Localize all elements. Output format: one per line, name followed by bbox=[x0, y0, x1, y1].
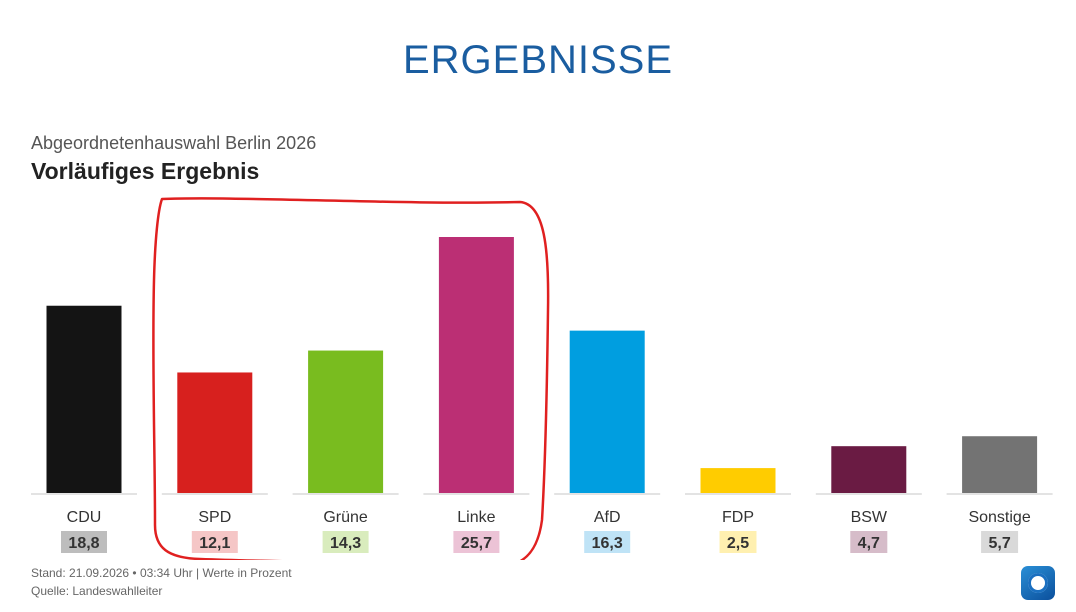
baseline-segment bbox=[161, 493, 268, 495]
bar-afd bbox=[569, 330, 645, 493]
value-label: 4,7 bbox=[858, 535, 880, 552]
baseline-segment bbox=[946, 493, 1053, 495]
bar-linke bbox=[438, 237, 514, 493]
value-label-bg bbox=[453, 531, 500, 553]
category-label: AfD bbox=[594, 509, 621, 526]
category-label: Grüne bbox=[323, 509, 368, 526]
value-label-bg bbox=[61, 531, 107, 553]
value-label: 25,7 bbox=[461, 535, 492, 552]
value-label: 18,8 bbox=[68, 535, 99, 552]
category-label: BSW bbox=[851, 509, 888, 526]
value-label-bg bbox=[981, 531, 1019, 553]
chart-subtitle: Abgeordnetenhauswahl Berlin 2026 bbox=[31, 133, 317, 153]
value-label: 2,5 bbox=[727, 535, 749, 552]
value-label-bg bbox=[850, 531, 888, 553]
value-label-bg bbox=[719, 531, 757, 553]
annotation-outline bbox=[152, 197, 550, 560]
category-label: Sonstige bbox=[968, 509, 1030, 526]
baseline-segment bbox=[554, 493, 661, 495]
bar-fdp bbox=[700, 468, 776, 493]
tagesschau-logo-icon bbox=[1021, 566, 1055, 600]
bar-bsw bbox=[831, 446, 907, 493]
stand-note: Stand: 21.09.2026 • 03:34 Uhr | Werte in… bbox=[31, 566, 292, 580]
page-title: ERGEBNISSE bbox=[402, 38, 674, 82]
value-label: 16,3 bbox=[592, 535, 623, 552]
baseline-segment bbox=[815, 493, 922, 495]
chart-title: Vorläufiges Ergebnis bbox=[31, 158, 260, 184]
baseline-segment bbox=[31, 493, 137, 495]
bar-cdu bbox=[46, 305, 122, 493]
bar-chart: CDU 18,8 SPD 12,1 Grüne 14,3 Linke 25,7 AfD 16,3 F… bbox=[31, 197, 1053, 560]
bar-grüne bbox=[308, 350, 384, 493]
logo-circle-icon bbox=[1028, 573, 1048, 593]
value-label: 12,1 bbox=[199, 535, 230, 552]
value-label: 5,7 bbox=[988, 535, 1010, 552]
bar-spd bbox=[177, 372, 253, 493]
value-label: 14,3 bbox=[330, 535, 361, 552]
category-label: Linke bbox=[457, 509, 495, 526]
category-label: CDU bbox=[67, 509, 102, 526]
source-note: Quelle: Landeswahlleiter bbox=[31, 584, 163, 598]
baseline-segment bbox=[292, 493, 399, 495]
category-label: SPD bbox=[198, 509, 231, 526]
bar-sonstige bbox=[962, 436, 1038, 493]
value-label-bg bbox=[584, 531, 631, 553]
category-label: FDP bbox=[722, 509, 754, 526]
baseline-segment bbox=[423, 493, 530, 495]
value-label-bg bbox=[322, 531, 369, 553]
baseline-segment bbox=[685, 493, 791, 495]
value-label-bg bbox=[191, 531, 238, 553]
